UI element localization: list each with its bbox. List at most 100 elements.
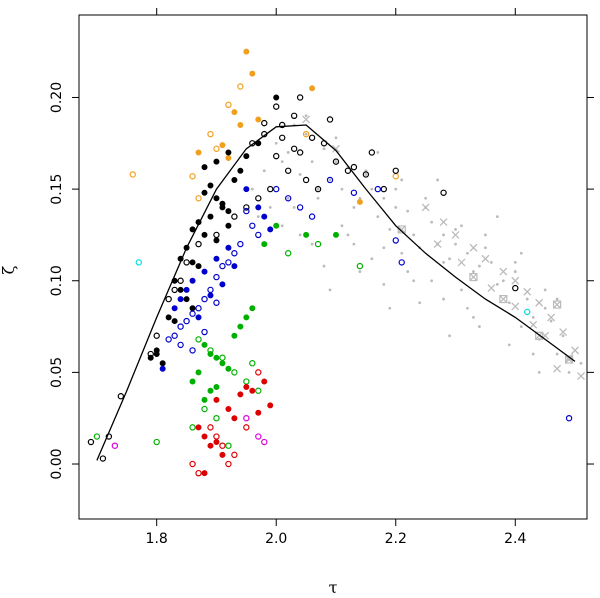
red-filled-point — [213, 396, 220, 403]
gray-dot — [304, 132, 308, 136]
gray-dot — [286, 196, 290, 200]
red-filled-point — [267, 402, 274, 409]
gray-dot — [579, 361, 583, 365]
black-filled-point — [201, 164, 208, 171]
gray-dot — [346, 233, 350, 237]
gray-cross-point — [421, 203, 430, 212]
gray-dot — [466, 306, 469, 310]
blue-open-point — [207, 286, 214, 294]
green-open-point — [314, 240, 322, 248]
axes-layer: 1.8 2.0 2.2 2.4 0.00 0.05 0.10 0.15 0.20 — [49, 8, 594, 547]
gray-cross-point — [451, 230, 460, 239]
red-filled-point — [201, 433, 208, 440]
black-filled-point — [189, 226, 196, 233]
gray-dot — [388, 306, 392, 310]
black-filled-point — [243, 153, 250, 160]
green-open-point — [207, 347, 214, 354]
blue-open-point — [243, 207, 250, 215]
green-filled-point — [261, 241, 268, 248]
black-open-point — [273, 103, 280, 110]
black-open-point — [296, 149, 304, 156]
black-open-point — [87, 438, 95, 446]
gray-dot — [537, 370, 541, 374]
gray-dot — [370, 257, 374, 261]
gray-dot — [519, 251, 523, 255]
green-open-point — [93, 433, 101, 440]
black-filled-point — [231, 176, 238, 183]
green-filled-point — [249, 305, 256, 312]
black-open-point — [267, 185, 274, 193]
orange-filled-point — [249, 70, 256, 77]
blue-open-point — [177, 323, 184, 330]
orange-filled-point — [231, 109, 238, 116]
y-tick-label: 0.00 — [49, 448, 65, 479]
blue-filled-point — [225, 244, 232, 251]
gray-dot — [543, 306, 547, 310]
red-open-point — [243, 424, 250, 431]
red-filled-point — [195, 424, 202, 431]
blue-open-point — [326, 176, 334, 184]
gray-dot — [310, 242, 314, 246]
blue-open-point — [296, 204, 304, 211]
black-filled-point — [225, 222, 232, 229]
blue-open-point — [392, 237, 399, 244]
orange-filled-point — [219, 142, 226, 149]
gray-dot — [382, 246, 386, 250]
green-open-point — [153, 438, 160, 446]
gray-dot — [358, 270, 362, 273]
gray-dot — [430, 220, 434, 224]
red-filled-point — [207, 442, 214, 449]
blue-open-point — [398, 259, 405, 266]
gray-dot — [406, 270, 410, 273]
y-tick-label: 0.15 — [49, 174, 65, 205]
gray-boxcross-point — [499, 294, 508, 304]
gray-dot — [412, 233, 416, 237]
orange-filled-point — [255, 116, 262, 123]
black-open-point — [326, 116, 334, 123]
y-tick-label: 0.05 — [49, 357, 65, 388]
gray-dot — [400, 178, 404, 182]
gray-dot — [328, 178, 332, 182]
red-open-point — [255, 369, 262, 376]
black-filled-point — [165, 314, 172, 321]
black-open-point — [171, 286, 178, 294]
gray-dot — [513, 270, 517, 273]
x-tick-label: 2.4 — [504, 531, 526, 547]
gray-dot — [472, 316, 475, 319]
blue-open-point — [213, 273, 220, 281]
gray-dot — [454, 228, 457, 231]
cyan-open-point — [524, 308, 531, 316]
blue-open-point — [165, 336, 172, 343]
blue-open-point — [201, 328, 208, 336]
gray-dot — [280, 160, 284, 164]
gray-dot — [555, 297, 559, 301]
black-filled-point — [207, 182, 214, 189]
gray-cross-point — [577, 372, 585, 381]
black-filled-point — [195, 263, 202, 270]
gray-dot — [358, 196, 362, 200]
blue-filled-point — [201, 268, 208, 275]
series-layer — [87, 48, 585, 477]
black-open-point — [279, 134, 286, 141]
gray-dot — [400, 251, 404, 255]
orange-open-point — [225, 101, 232, 109]
orange-open-point — [129, 171, 136, 178]
gray-cross-point — [547, 313, 556, 322]
black-open-point — [99, 455, 107, 462]
black-open-point — [296, 94, 304, 101]
gray-dot — [382, 283, 386, 286]
black-open-point — [243, 204, 250, 211]
black-open-point — [440, 189, 447, 196]
magenta-open-point — [111, 442, 119, 449]
black-open-point — [302, 176, 310, 184]
blue-filled-point — [159, 365, 166, 372]
red-filled-point — [213, 439, 220, 446]
red-filled-point — [261, 378, 268, 385]
magenta-open-point — [255, 433, 262, 440]
gray-dot — [316, 187, 320, 191]
black-open-point — [255, 195, 262, 202]
gray-dot — [567, 370, 571, 374]
gray-dot — [478, 325, 481, 328]
green-open-point — [213, 415, 220, 422]
gray-dot — [334, 136, 338, 140]
